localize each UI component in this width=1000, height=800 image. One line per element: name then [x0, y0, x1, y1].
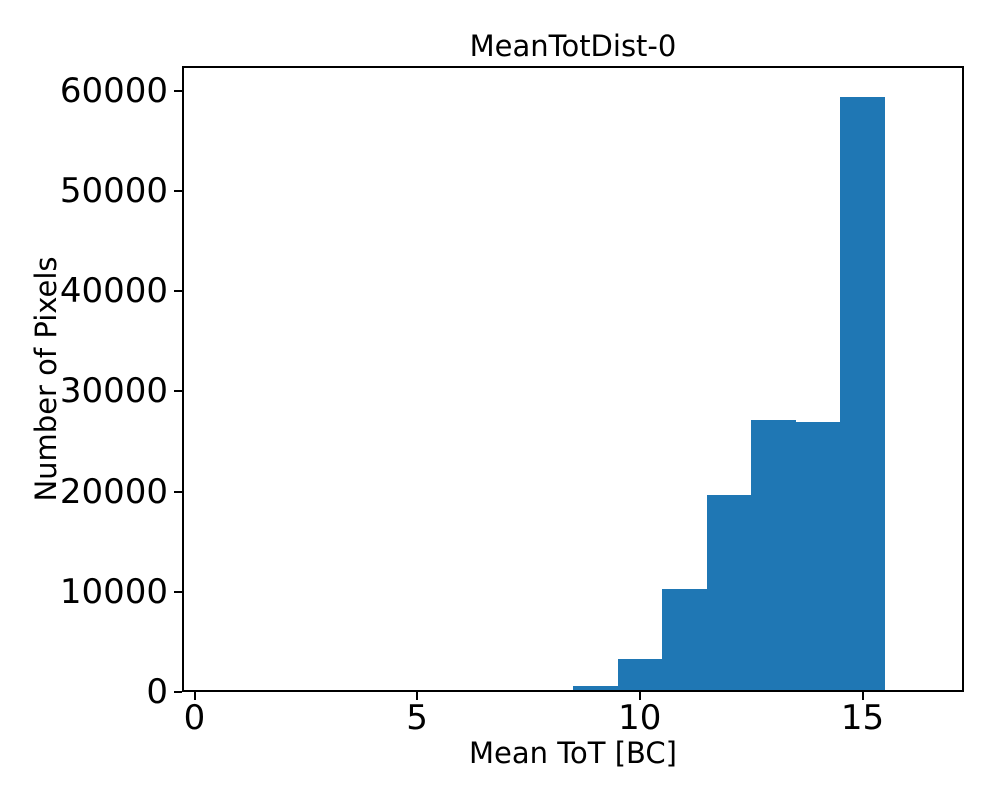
- y-tick-mark: [174, 490, 182, 493]
- y-tick-label: 0: [146, 672, 168, 712]
- y-tick-label: 40000: [59, 271, 168, 312]
- x-tick-mark: [193, 692, 196, 700]
- y-tick-label: 10000: [59, 571, 168, 612]
- y-tick-mark: [174, 290, 182, 293]
- x-tick-mark: [416, 692, 419, 700]
- histogram-bar: [662, 588, 707, 690]
- histogram-bar: [573, 686, 618, 690]
- y-tick-label: 20000: [59, 471, 168, 512]
- histogram-bar: [840, 96, 885, 690]
- y-tick-mark: [174, 691, 182, 693]
- y-tick-mark: [174, 390, 182, 393]
- y-tick-mark: [174, 190, 182, 192]
- y-tick-label: 50000: [59, 171, 168, 211]
- chart-title: MeanTotDist-0: [469, 29, 677, 63]
- y-tick-mark: [174, 89, 182, 92]
- x-tick-mark: [638, 692, 641, 700]
- plot-area: [182, 66, 964, 692]
- y-tick-label: 60000: [59, 70, 168, 111]
- x-tick-mark: [861, 692, 864, 700]
- y-axis-label: Number of Pixels: [29, 256, 63, 502]
- x-tick-label: 10: [618, 698, 662, 738]
- histogram-bar: [795, 421, 841, 690]
- y-tick-label: 30000: [59, 371, 168, 412]
- x-tick-label: 5: [406, 698, 428, 738]
- histogram-bar: [617, 658, 662, 690]
- histogram-bar: [751, 420, 796, 690]
- histogram-bar: [706, 494, 752, 690]
- y-tick-mark: [174, 590, 182, 593]
- x-tick-label: 15: [840, 698, 885, 738]
- x-tick-label: 0: [183, 698, 206, 738]
- x-axis-label: Mean ToT [BC]: [469, 736, 677, 770]
